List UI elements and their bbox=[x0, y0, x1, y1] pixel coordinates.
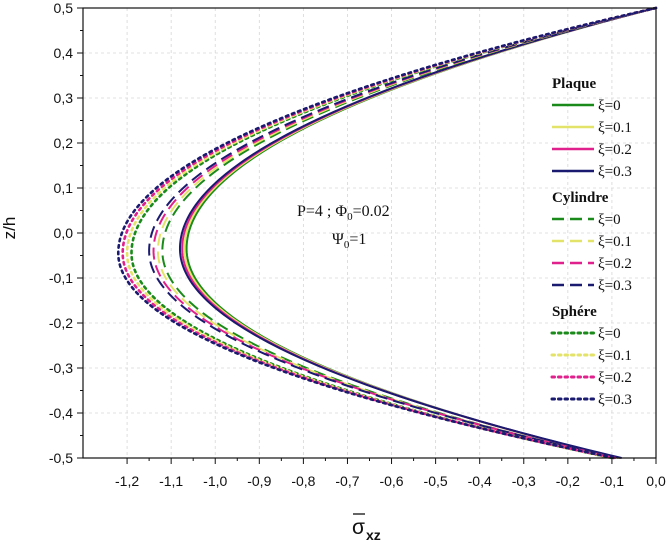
y-tick-label: 0,5 bbox=[54, 0, 74, 16]
legend-label: ξ=0.3 bbox=[598, 278, 632, 294]
y-tick-label: -0,2 bbox=[49, 315, 73, 331]
series-line-cylindre-03 bbox=[148, 7, 657, 459]
x-tick-label: -1,1 bbox=[159, 473, 183, 489]
legend-label: ξ=0 bbox=[598, 212, 621, 228]
x-tick-label: -0,1 bbox=[600, 473, 624, 489]
x-tick-label: -1,0 bbox=[203, 473, 227, 489]
legend-label: ξ=0.3 bbox=[598, 164, 632, 180]
x-tick-label: -1,2 bbox=[115, 473, 139, 489]
legend-group-plaque: Plaque bbox=[552, 76, 597, 92]
y-tick-label: -0,1 bbox=[49, 270, 73, 286]
x-tick-label: -0,5 bbox=[424, 473, 448, 489]
legend-label: ξ=0.1 bbox=[598, 234, 632, 250]
legend-group-sphre: Sphére bbox=[552, 304, 597, 320]
y-tick-label: 0,4 bbox=[54, 45, 74, 61]
x-axis-title: σ xz bbox=[352, 513, 381, 542]
x-tick-label: -0,9 bbox=[247, 473, 271, 489]
legend-label: ξ=0.2 bbox=[598, 256, 632, 272]
y-tick-label: 0,2 bbox=[54, 135, 74, 151]
series-line-plaque-03 bbox=[178, 7, 657, 459]
ticks bbox=[77, 7, 657, 464]
x-tick-label: 0,0 bbox=[646, 473, 666, 489]
x-tick-label: -0,2 bbox=[556, 473, 580, 489]
series-line-sphre-03 bbox=[116, 6, 658, 460]
annotation-line1: P=4 ; Φ0=0.02 bbox=[297, 203, 390, 223]
y-tick-label: 0,0 bbox=[54, 225, 74, 241]
legend-label: ξ=0.2 bbox=[598, 142, 632, 158]
legend: Plaqueξ=0ξ=0.1ξ=0.2ξ=0.3Cylindreξ=0ξ=0.1… bbox=[550, 76, 632, 408]
x-axis-title-main: σ bbox=[352, 516, 365, 539]
y-tick-label: 0,1 bbox=[54, 180, 74, 196]
x-tick-label: -0,8 bbox=[291, 473, 315, 489]
curves bbox=[116, 6, 658, 460]
x-tick-label: -0,4 bbox=[468, 473, 492, 489]
y-tick-label: -0,3 bbox=[49, 360, 73, 376]
legend-label: ξ=0.1 bbox=[598, 348, 632, 364]
x-axis-title-sub: xz bbox=[366, 527, 381, 542]
annotation-line2: Ψ0=1 bbox=[332, 231, 366, 251]
y-tick-label: -0,4 bbox=[49, 405, 73, 421]
x-tick-label: -0,3 bbox=[512, 473, 536, 489]
x-tick-label: -0,7 bbox=[335, 473, 359, 489]
series-line-sphre-01 bbox=[125, 6, 658, 460]
legend-label: ξ=0 bbox=[598, 98, 621, 114]
legend-label: ξ=0.2 bbox=[598, 370, 632, 386]
y-tick-labels: 0,5 0,4 0,3 0,2 0,1 0,0 -0,1 -0,2 -0,3 -0,4 -0,5 bbox=[49, 0, 73, 466]
annotation: P=4 ; Φ0=0.02 Ψ0=1 bbox=[297, 203, 390, 251]
legend-label: ξ=0.3 bbox=[598, 392, 632, 408]
x-tick-label: -0,6 bbox=[379, 473, 403, 489]
y-axis-title: z/h bbox=[0, 217, 19, 240]
legend-label: ξ=0 bbox=[598, 326, 621, 342]
y-tick-label: 0,3 bbox=[54, 90, 74, 106]
legend-label: ξ=0.1 bbox=[598, 120, 632, 136]
x-tick-labels: -1,2 -1,1 -1,0 -0,9 -0,8 -0,7 -0,6 -0,5 -0,4 -0,3… bbox=[115, 473, 666, 489]
legend-group-cylindre: Cylindre bbox=[552, 190, 609, 206]
y-tick-label: -0,5 bbox=[49, 450, 73, 466]
